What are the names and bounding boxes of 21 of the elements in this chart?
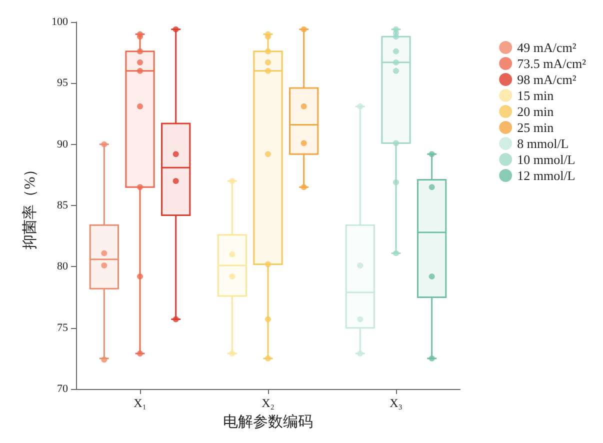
y-tick-label: 100 bbox=[52, 16, 68, 28]
legend-label: 25 min bbox=[517, 120, 554, 135]
legend-label: 8 mmol/L bbox=[517, 136, 569, 151]
x-tick-label: X₂ bbox=[262, 396, 274, 410]
x-axis-title: 电解参数编码 bbox=[223, 414, 313, 430]
legend-label: 10 mmol/L bbox=[517, 152, 576, 167]
y-axis-title: 抑菌率（%） bbox=[22, 162, 38, 250]
y-tick-label: 75 bbox=[57, 322, 68, 334]
y-tick-label: 70 bbox=[57, 383, 68, 395]
x-tick-label: X₃ bbox=[390, 396, 402, 410]
x-tick-label: X₁ bbox=[134, 396, 146, 410]
legend-label: 20 min bbox=[517, 104, 554, 119]
legend-label: 49 mA/cm² bbox=[517, 40, 576, 55]
legend-label: 73.5 mA/cm² bbox=[517, 56, 586, 71]
y-tick-label: 90 bbox=[57, 138, 68, 150]
legend-label: 98 mA/cm² bbox=[517, 72, 576, 87]
y-tick-label: 95 bbox=[57, 77, 68, 90]
y-tick-label: 85 bbox=[57, 200, 68, 212]
legend-label: 12 mmol/L bbox=[517, 168, 576, 183]
y-tick-label: 80 bbox=[57, 260, 68, 273]
legend-label: 15 min bbox=[517, 88, 554, 103]
